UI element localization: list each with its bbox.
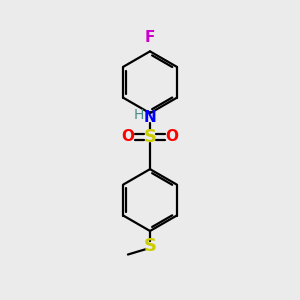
Text: F: F (145, 30, 155, 45)
Text: S: S (143, 237, 157, 255)
Text: H: H (134, 108, 144, 122)
Text: O: O (166, 129, 178, 144)
Text: S: S (143, 128, 157, 146)
Text: O: O (122, 129, 134, 144)
Text: N: N (144, 110, 156, 125)
